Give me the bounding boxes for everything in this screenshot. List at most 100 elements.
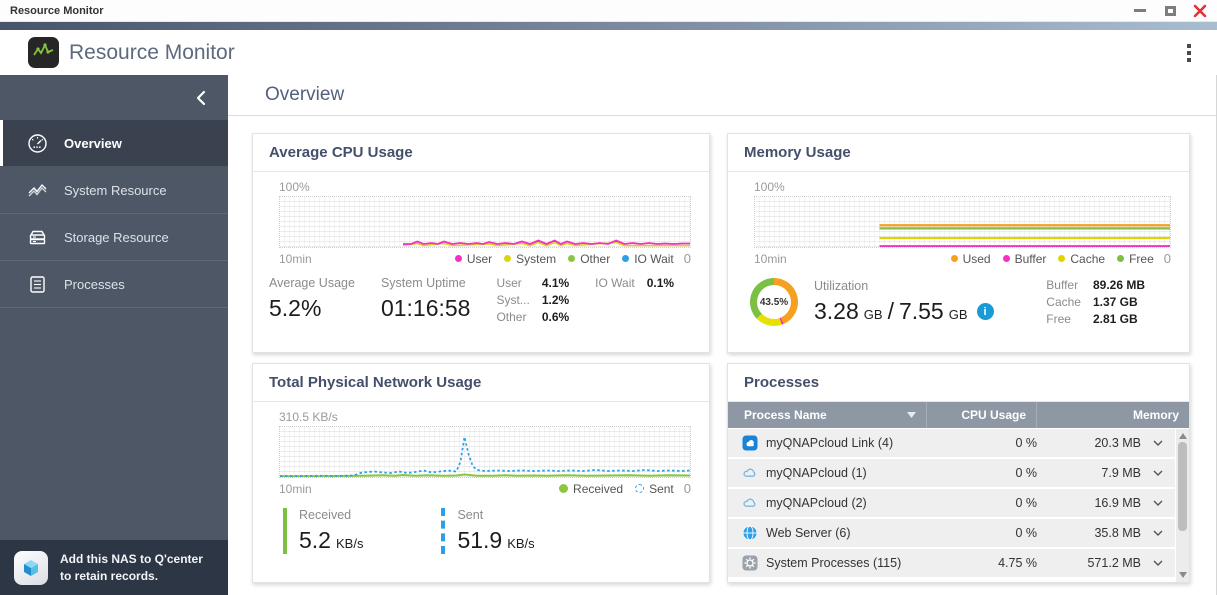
legend-system[interactable]: System [504, 252, 556, 266]
memory-utilization-donut: 43.5% [750, 278, 798, 326]
panels-grid: Average CPU Usage 100% 10min User [228, 116, 1216, 583]
sidebar-item-label: Overview [64, 135, 122, 151]
close-icon [1193, 4, 1207, 17]
sidebar-spacer [0, 308, 228, 540]
sent-dashed-circle-icon [635, 484, 645, 493]
expand-row-button[interactable] [1141, 560, 1175, 566]
legend-free[interactable]: Free [1117, 252, 1154, 266]
cloud-icon [743, 498, 756, 507]
column-header-memory[interactable]: Memory [1132, 408, 1179, 422]
process-row-web-server[interactable]: Web Server (6) 0 % 35.8 MB [728, 519, 1175, 547]
chevron-down-icon [1153, 470, 1163, 476]
memory-panel-header: Memory Usage [728, 134, 1189, 172]
iowait-stat: IO Wait 0.1% [595, 276, 675, 290]
legend-cache[interactable]: Cache [1058, 252, 1105, 266]
memory-y-min-label: 0 [1163, 251, 1171, 266]
collapse-sidebar-button[interactable] [195, 90, 206, 106]
kebab-dot [1187, 43, 1191, 48]
memory-legend: Used Buffer Cache Free [950, 252, 1154, 266]
globe-icon [742, 525, 758, 541]
system-dot-icon [504, 255, 512, 262]
cloud-icon [743, 468, 756, 477]
utilization-stat: Utilization 3.28 GB / 7.55 GB i [814, 279, 994, 325]
sent-stat: Sent 51.9 KB/s [441, 508, 535, 554]
legend-other[interactable]: Other [568, 252, 610, 266]
cpu-panel-title: Average CPU Usage [269, 144, 413, 161]
kebab-dot [1187, 50, 1191, 55]
minimize-button[interactable] [1133, 4, 1147, 18]
cpu-y-min-label: 0 [683, 251, 691, 266]
cache-dot-icon [1058, 255, 1066, 262]
sidebar-item-label: Storage Resource [64, 229, 169, 245]
chart-line-icon [25, 179, 49, 202]
more-options-button[interactable] [1183, 40, 1195, 66]
processes-panel-title: Processes [744, 374, 820, 391]
sidebar-item-system-resource[interactable]: System Resource [0, 167, 228, 214]
sort-dropdown-icon [907, 412, 916, 418]
gear-icon [742, 555, 758, 571]
storage-icon [25, 226, 49, 249]
scroll-down-icon[interactable] [1178, 572, 1187, 578]
system-uptime-stat: System Uptime 01:16:58 [380, 276, 471, 321]
processes-rows: myQNAPcloud Link (4) 0 % 20.3 MB [728, 429, 1175, 582]
chevron-down-icon [1153, 440, 1163, 446]
process-row-myqnapcloud-2[interactable]: myQNAPcloud (2) 0 % 16.9 MB [728, 489, 1175, 517]
chevron-down-icon [1153, 560, 1163, 566]
process-row-system-processes[interactable]: System Processes (115) 4.75 % 571.2 MB [728, 549, 1175, 577]
memory-info-icon[interactable]: i [976, 303, 994, 320]
maximize-button[interactable] [1163, 4, 1177, 18]
sidebar-collapse-bar [0, 75, 228, 120]
cpu-legend: User System Other IO Wait [454, 252, 674, 266]
network-chart [279, 426, 691, 478]
column-header-process-name[interactable]: Process Name [728, 402, 927, 428]
close-button[interactable] [1193, 4, 1207, 18]
legend-sent[interactable]: Sent [635, 482, 674, 496]
kebab-dot [1187, 57, 1191, 62]
processes-table: Process Name CPU Usage Memory [728, 402, 1189, 582]
legend-user[interactable]: User [454, 252, 492, 266]
legend-received[interactable]: Received [559, 482, 623, 496]
titlebar: Resource Monitor [0, 0, 1217, 22]
qcenter-note: Add this NAS to Q'center to retain recor… [60, 552, 203, 583]
qcenter-banner[interactable]: Add this NAS to Q'center to retain recor… [0, 540, 228, 595]
expand-row-button[interactable] [1141, 470, 1175, 476]
average-usage-stat: Average Usage 5.2% [269, 276, 355, 321]
sidebar-item-processes[interactable]: Processes [0, 261, 228, 308]
network-panel: Total Physical Network Usage 310.5 KB/s … [252, 363, 710, 583]
column-header-cpu-usage[interactable]: CPU Usage [927, 402, 1037, 428]
buffer-dot-icon [1002, 255, 1010, 262]
free-dot-icon [1117, 255, 1125, 262]
cpu-x-label: 10min [279, 251, 312, 266]
used-dot-icon [950, 255, 958, 262]
memory-breakdown-table: Buffer 89.26 MB Cache 1.37 GB Free 2.81 GB [1046, 278, 1145, 326]
expand-row-button[interactable] [1141, 500, 1175, 506]
legend-buffer[interactable]: Buffer [1002, 252, 1046, 266]
process-row-myqnapcloud-1[interactable]: myQNAPcloud (1) 0 % 7.9 MB [728, 459, 1175, 487]
gauge-icon [25, 132, 49, 155]
app-header: Resource Monitor [0, 30, 1217, 75]
process-row-myqnapcloud-link[interactable]: myQNAPcloud Link (4) 0 % 20.3 MB [728, 429, 1175, 457]
cpu-chart [279, 196, 691, 248]
sidebar-item-overview[interactable]: Overview [0, 120, 228, 167]
other-dot-icon [568, 255, 576, 262]
window-controls [1133, 4, 1207, 18]
chevron-down-icon [1153, 500, 1163, 506]
sidebar-item-label: Processes [64, 276, 125, 292]
processes-scrollbar[interactable] [1176, 429, 1189, 582]
processes-panel-header: Processes [728, 364, 1189, 402]
expand-row-button[interactable] [1141, 530, 1175, 536]
network-y-max-label: 310.5 KB/s [279, 410, 338, 424]
chevron-down-icon [1153, 530, 1163, 536]
sidebar-item-storage-resource[interactable]: Storage Resource [0, 214, 228, 261]
legend-iowait[interactable]: IO Wait [622, 252, 674, 266]
scroll-up-icon[interactable] [1178, 433, 1187, 439]
memory-panel: Memory Usage 100% 10min Used [727, 133, 1190, 353]
minimize-icon [1134, 9, 1146, 12]
legend-used[interactable]: Used [950, 252, 991, 266]
network-legend: Received Sent [559, 482, 674, 496]
network-y-min-label: 0 [683, 481, 691, 496]
qnapcloud-link-icon [742, 435, 758, 451]
expand-row-button[interactable] [1141, 440, 1175, 446]
chevron-left-icon [196, 90, 206, 105]
scrollbar-thumb[interactable] [1178, 442, 1187, 531]
